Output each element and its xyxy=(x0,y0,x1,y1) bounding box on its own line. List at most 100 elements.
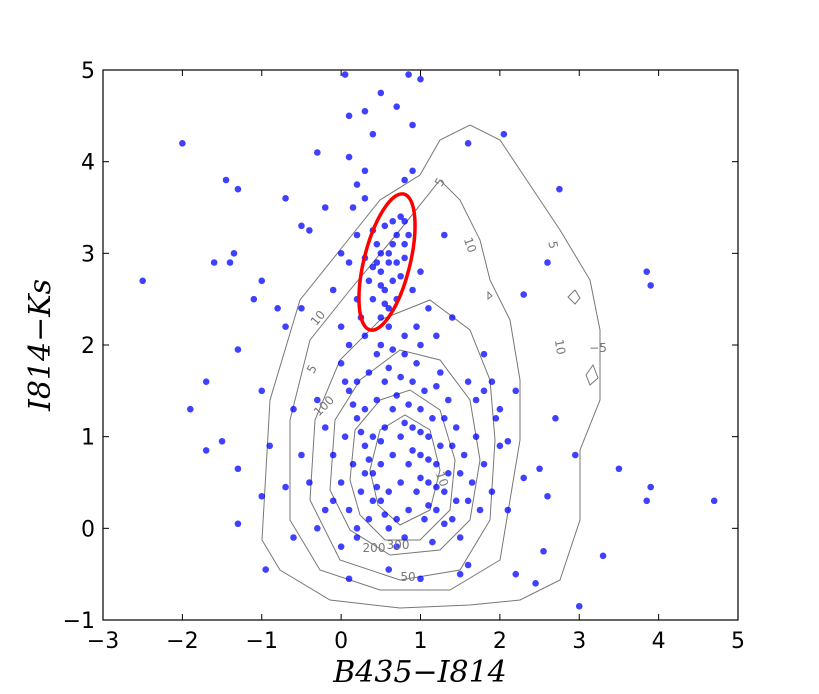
point xyxy=(314,396,321,404)
point xyxy=(250,295,258,303)
point xyxy=(369,130,377,138)
point xyxy=(480,350,488,358)
point xyxy=(329,286,337,294)
point xyxy=(389,346,397,353)
point xyxy=(544,259,551,266)
point xyxy=(540,547,547,555)
point xyxy=(226,259,234,266)
point xyxy=(500,130,508,138)
point xyxy=(647,483,654,491)
contour-label: 10 xyxy=(308,308,329,329)
point xyxy=(536,465,543,473)
point xyxy=(282,483,289,491)
point xyxy=(282,323,289,330)
points xyxy=(139,71,718,610)
point xyxy=(202,378,210,385)
point xyxy=(520,474,527,482)
point xyxy=(306,227,313,234)
point xyxy=(337,479,345,486)
point xyxy=(409,286,416,294)
contour xyxy=(329,349,481,556)
point xyxy=(417,405,424,413)
point xyxy=(710,497,718,505)
point xyxy=(337,323,345,330)
point xyxy=(437,369,444,376)
point xyxy=(433,382,440,390)
point xyxy=(381,511,389,518)
point xyxy=(321,506,329,514)
point xyxy=(230,250,238,257)
point xyxy=(401,332,408,340)
point xyxy=(417,575,424,583)
point xyxy=(397,213,404,220)
point xyxy=(417,451,424,459)
point xyxy=(385,488,393,495)
point xyxy=(234,346,242,353)
point xyxy=(222,176,230,184)
point xyxy=(258,277,266,285)
point xyxy=(425,479,432,486)
point xyxy=(575,602,583,610)
point xyxy=(480,460,488,468)
point xyxy=(389,217,397,225)
point xyxy=(377,341,385,349)
point xyxy=(464,561,472,569)
point xyxy=(234,465,242,473)
point xyxy=(556,185,563,193)
point xyxy=(385,364,393,372)
point xyxy=(433,460,440,468)
point xyxy=(417,75,424,83)
point xyxy=(385,259,393,266)
point xyxy=(357,488,365,495)
point xyxy=(337,360,345,367)
point xyxy=(361,167,369,175)
point xyxy=(401,534,408,541)
point xyxy=(290,405,297,413)
point xyxy=(417,428,424,436)
point xyxy=(306,479,313,486)
x-tick-label: −3 xyxy=(87,629,119,654)
point xyxy=(397,373,404,381)
x-tick-label: 4 xyxy=(652,629,666,654)
point xyxy=(353,378,361,385)
point xyxy=(385,323,393,330)
y-tick-label: 4 xyxy=(81,151,95,176)
point xyxy=(329,451,337,459)
point xyxy=(401,217,408,225)
point xyxy=(345,387,353,395)
point xyxy=(532,580,539,587)
point xyxy=(544,492,551,500)
point xyxy=(405,401,412,408)
point xyxy=(385,250,393,257)
point xyxy=(349,204,357,211)
point xyxy=(425,456,432,463)
point xyxy=(361,332,369,340)
contour-label: 5 xyxy=(304,362,320,376)
point xyxy=(365,515,373,523)
point xyxy=(353,415,361,422)
x-tick-label: 2 xyxy=(493,629,507,654)
point xyxy=(401,419,408,427)
point xyxy=(373,396,381,404)
point xyxy=(393,392,400,399)
contour-label: 200 xyxy=(363,541,386,555)
point xyxy=(321,424,329,431)
point xyxy=(464,497,472,505)
point xyxy=(381,424,389,431)
point xyxy=(381,300,389,308)
point xyxy=(504,437,512,445)
point xyxy=(429,538,436,546)
point xyxy=(369,470,377,477)
point xyxy=(437,442,444,450)
point xyxy=(520,291,527,298)
point xyxy=(345,341,353,349)
point xyxy=(393,231,400,239)
point xyxy=(452,424,460,431)
point xyxy=(393,103,400,110)
point xyxy=(329,497,337,505)
point xyxy=(464,140,472,147)
point xyxy=(425,305,432,312)
point xyxy=(202,447,210,454)
point xyxy=(373,483,381,491)
y-tick-label: 1 xyxy=(81,426,95,451)
